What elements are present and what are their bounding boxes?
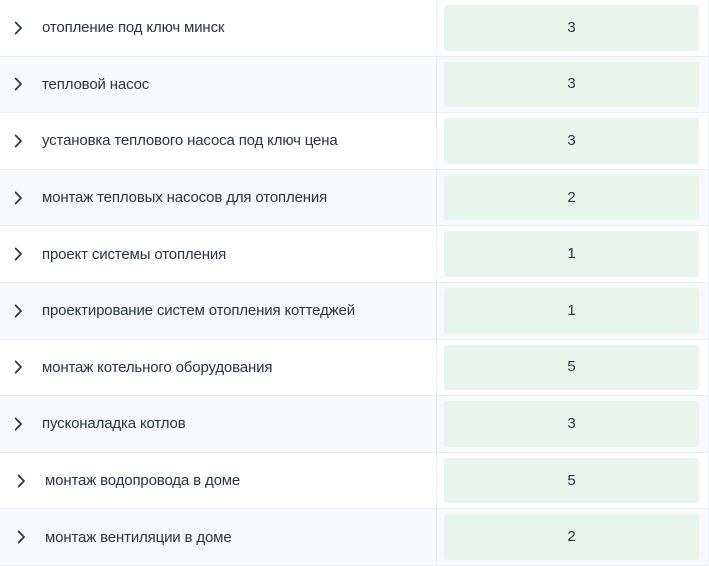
value-text: 1 xyxy=(567,301,576,319)
value-text: 5 xyxy=(567,358,576,376)
table-row[interactable]: проектирование систем отопления коттедже… xyxy=(0,282,709,340)
chevron-right-icon[interactable] xyxy=(14,304,23,318)
value-chip: 3 xyxy=(444,118,699,164)
keyword-cell[interactable]: монтаж водопровода в доме xyxy=(0,452,437,509)
keyword-cell[interactable]: установка теплового насоса под ключ цена xyxy=(0,113,437,169)
chevron-right-icon[interactable] xyxy=(14,360,23,374)
value-text: 2 xyxy=(567,528,576,546)
value-chip: 3 xyxy=(444,5,699,51)
keyword-cell[interactable]: проектирование систем отопления коттедже… xyxy=(0,282,437,339)
value-cell[interactable]: 3 xyxy=(437,57,709,113)
table-row[interactable]: пусконаладка котлов 3 xyxy=(0,396,709,453)
value-cell[interactable]: 2 xyxy=(437,509,709,565)
table-row[interactable]: отопление под ключ минск 3 xyxy=(0,0,709,57)
value-text: 5 xyxy=(567,471,576,489)
value-chip: 2 xyxy=(444,514,699,560)
keyword-cell[interactable]: отопление под ключ минск xyxy=(0,0,437,56)
keyword-cell[interactable]: монтаж котельного оборудования xyxy=(0,339,437,396)
chevron-right-icon[interactable] xyxy=(14,77,23,91)
chevron-right-icon[interactable] xyxy=(14,247,23,261)
table-row[interactable]: монтаж водопровода в доме 5 xyxy=(0,452,709,510)
chevron-right-icon[interactable] xyxy=(17,474,26,488)
table-row[interactable]: монтаж вентиляции в доме 2 xyxy=(0,509,709,566)
value-cell[interactable]: 1 xyxy=(437,283,709,339)
value-chip: 1 xyxy=(444,287,699,334)
keyword-label: тепловой насос xyxy=(42,75,150,93)
value-cell[interactable]: 1 xyxy=(437,226,709,282)
value-cell[interactable]: 3 xyxy=(437,0,709,56)
value-text: 3 xyxy=(567,18,576,36)
value-chip: 2 xyxy=(444,174,699,221)
keyword-label: монтаж водопровода в доме xyxy=(45,472,241,490)
chevron-right-icon[interactable] xyxy=(17,530,26,544)
keyword-cell[interactable]: пусконаладка котлов xyxy=(0,396,437,452)
table-row[interactable]: монтаж котельного оборудования 5 xyxy=(0,339,709,397)
keyword-label: установка теплового насоса под ключ цена xyxy=(42,132,338,150)
value-cell[interactable]: 3 xyxy=(437,113,709,169)
value-text: 3 xyxy=(567,414,576,432)
chevron-right-icon[interactable] xyxy=(14,21,23,35)
table-row[interactable]: установка теплового насоса под ключ цена… xyxy=(0,113,709,170)
keyword-cell[interactable]: монтаж тепловых насосов для отопления xyxy=(0,169,437,226)
value-chip: 5 xyxy=(444,457,699,504)
chevron-right-icon[interactable] xyxy=(14,134,23,148)
value-text: 2 xyxy=(567,188,576,206)
value-chip: 3 xyxy=(444,61,699,108)
keyword-label: монтаж котельного оборудования xyxy=(42,358,273,376)
value-text: 1 xyxy=(567,245,576,263)
keyword-label: монтаж тепловых насосов для отопления xyxy=(42,189,328,207)
keyword-label: монтаж вентиляции в доме xyxy=(45,528,232,546)
table-row[interactable]: проект системы отопления 1 xyxy=(0,226,709,283)
value-cell[interactable]: 5 xyxy=(437,453,709,509)
value-cell[interactable]: 5 xyxy=(437,340,709,396)
chevron-right-icon[interactable] xyxy=(14,417,23,431)
value-chip: 1 xyxy=(444,231,699,277)
keyword-label: проект системы отопления xyxy=(42,245,227,263)
value-cell[interactable]: 3 xyxy=(437,396,709,452)
keyword-label: отопление под ключ минск xyxy=(42,19,225,37)
keyword-label: проектирование систем отопления коттедже… xyxy=(42,302,355,320)
keyword-label: пусконаладка котлов xyxy=(42,415,186,433)
table-row[interactable]: тепловой насос 3 xyxy=(0,56,709,114)
keyword-cell[interactable]: проект системы отопления xyxy=(0,226,437,282)
chevron-right-icon[interactable] xyxy=(14,191,23,205)
value-chip: 3 xyxy=(444,401,699,447)
keyword-cell[interactable]: тепловой насос xyxy=(0,56,437,113)
value-cell[interactable]: 2 xyxy=(437,170,709,226)
value-text: 3 xyxy=(567,131,576,149)
keyword-cell[interactable]: монтаж вентиляции в доме xyxy=(0,509,437,565)
table-row[interactable]: монтаж тепловых насосов для отопления 2 xyxy=(0,169,709,227)
value-text: 3 xyxy=(567,75,576,93)
value-chip: 5 xyxy=(444,344,699,391)
